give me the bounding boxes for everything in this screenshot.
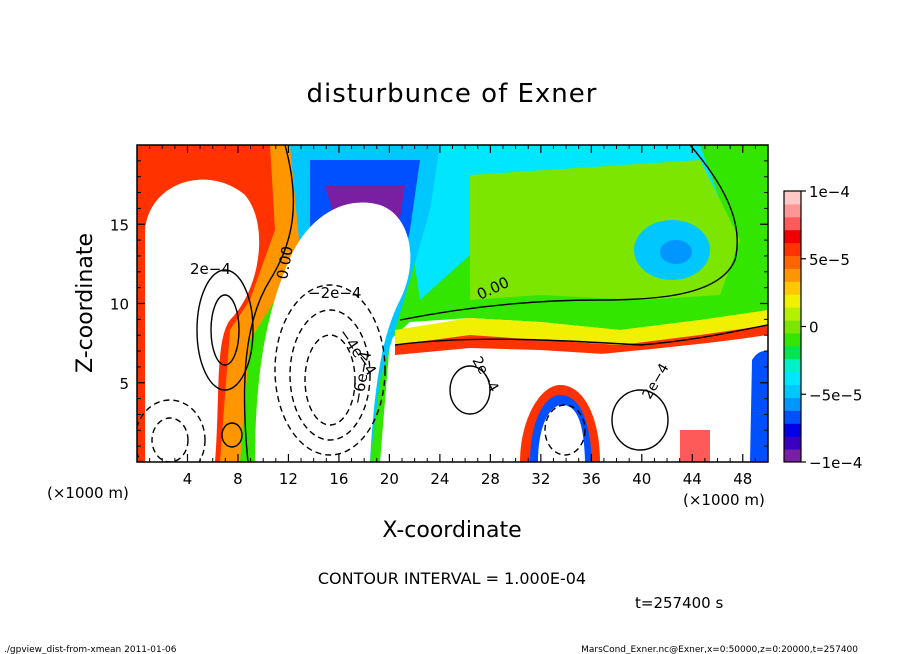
colorbar-tick-label: −1e−4 — [809, 454, 862, 472]
colorbar-swatch — [784, 229, 801, 244]
x-tick-label: 8 — [233, 470, 243, 488]
colorbar-tick-label: −5e−5 — [809, 386, 862, 404]
field-white-left — [145, 179, 260, 462]
colorbar: −1e−4 −5e−5 0 5e−5 1e−4 — [783, 183, 862, 472]
field-lower-red-spot — [680, 430, 710, 462]
colorbar-swatch — [784, 332, 801, 347]
colorbar-swatch — [784, 345, 801, 360]
colorbar-swatch — [784, 384, 801, 398]
x-tick-label: 44 — [683, 470, 702, 488]
colorbar-swatch — [784, 294, 801, 308]
colorbar-swatch — [784, 320, 801, 334]
x-tick-label: 28 — [481, 470, 500, 488]
x-unit-right: (×1000 m) — [683, 491, 765, 509]
field-yellow-stripe — [395, 310, 768, 345]
x-tick-label: 32 — [531, 470, 550, 488]
y-axis: 5 10 15 — [110, 160, 768, 447]
colorbar-swatch — [784, 281, 801, 295]
colorbar-swatch — [784, 216, 801, 231]
colorbar-swatch — [784, 436, 801, 450]
x-axis: 4 8 12 16 20 24 28 32 36 40 44 48 — [149, 145, 756, 488]
x-tick-label: 16 — [329, 470, 348, 488]
colorbar-swatch — [784, 423, 801, 437]
x-unit-left: (×1000 m) — [47, 484, 129, 502]
colorbar-swatch — [784, 255, 801, 269]
colorbar-swatch — [784, 358, 801, 373]
colorbar-tick-label: 1e−4 — [809, 183, 850, 201]
x-tick-label: 12 — [279, 470, 298, 488]
x-tick-label: 48 — [733, 470, 752, 488]
time-text: t=257400 s — [635, 594, 723, 612]
y-tick-label: 15 — [110, 216, 129, 234]
field-lower-lobe-32-core — [538, 405, 585, 462]
contour-lines — [196, 145, 768, 462]
field-blue-core-right — [660, 240, 692, 264]
x-tick-label: 24 — [430, 470, 449, 488]
colorbar-tick-label: 5e−5 — [809, 251, 850, 269]
colorbar-swatch — [784, 397, 801, 411]
chart-title: disturbunce of Exner — [307, 79, 598, 109]
colorbar-swatch — [784, 307, 801, 321]
contour-label: 2e−4 — [190, 260, 231, 278]
contour-interval-text: CONTOUR INTERVAL = 1.000E-04 — [318, 569, 586, 588]
x-tick-label: 40 — [632, 470, 651, 488]
x-tick-label: 36 — [582, 470, 601, 488]
x-tick-label: 20 — [380, 470, 399, 488]
footer-left: ./gpview_dist-from-xmean 2011-01-06 — [4, 645, 177, 654]
colorbar-swatch — [784, 410, 801, 424]
contour-lines-negative — [137, 284, 586, 462]
plot-area — [137, 145, 768, 462]
colorbar-swatch — [784, 191, 801, 205]
colorbar-swatch — [784, 371, 801, 386]
contour-label: −2e−4 — [308, 284, 361, 302]
colorbar-swatch — [784, 449, 801, 463]
y-tick-label: 5 — [119, 375, 129, 393]
x-axis-label: X-coordinate — [382, 518, 521, 543]
colorbar-swatch — [784, 203, 801, 218]
field-white-center — [255, 202, 411, 462]
field-lower-lobe-right — [750, 350, 768, 462]
colorbar-swatch — [784, 242, 801, 257]
y-tick-label: 10 — [110, 296, 129, 314]
x-tick-label: 4 — [183, 470, 193, 488]
colorbar-tick-label: 0 — [809, 319, 819, 337]
colorbar-swatch — [784, 268, 801, 282]
footer-right: MarsCond_Exner.nc@Exner,x=0:50000,z=0:20… — [581, 645, 858, 654]
y-axis-label: Z-coordinate — [73, 233, 98, 373]
contour-label: 0.00 — [273, 245, 297, 281]
